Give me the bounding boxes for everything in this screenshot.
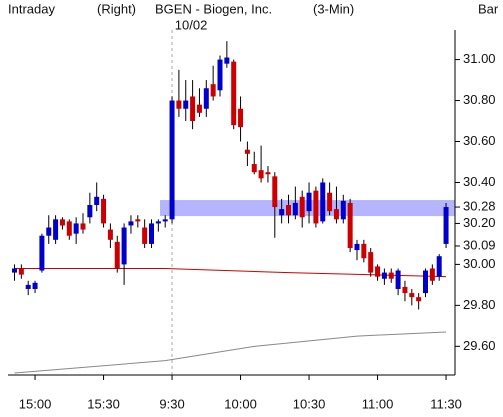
candle-body bbox=[416, 297, 422, 302]
candle-body bbox=[368, 252, 374, 273]
header-text: Bar bbox=[478, 1, 499, 16]
candle-body bbox=[142, 227, 148, 244]
x-tick-label: 9:30 bbox=[159, 396, 184, 411]
candle-body bbox=[107, 229, 113, 240]
candle-body bbox=[231, 61, 237, 126]
candle-body bbox=[361, 243, 367, 259]
y-tick-label: 31.00 bbox=[463, 51, 496, 66]
y-tick-label: 30.60 bbox=[463, 133, 496, 148]
candle-body bbox=[313, 190, 319, 224]
candle-body bbox=[183, 100, 189, 109]
x-tick-label: 10:30 bbox=[293, 396, 326, 411]
candle-body bbox=[135, 219, 141, 222]
candle-body bbox=[299, 196, 305, 218]
candle-body bbox=[94, 196, 100, 205]
candle-body bbox=[80, 223, 86, 230]
y-tick-label: 30.40 bbox=[463, 174, 496, 189]
overlay-line bbox=[14, 331, 447, 374]
candle-body bbox=[258, 170, 264, 179]
candle-body bbox=[210, 84, 216, 97]
candle-body bbox=[244, 149, 250, 154]
candle-body bbox=[286, 205, 291, 216]
y-tick-label: 29.80 bbox=[463, 297, 496, 312]
candle-body bbox=[155, 221, 161, 224]
candle-body bbox=[333, 209, 339, 220]
candle-body bbox=[238, 108, 244, 128]
candle-body bbox=[347, 202, 353, 249]
candle-body bbox=[128, 221, 134, 226]
x-tick-label: 11:00 bbox=[362, 396, 394, 411]
candle-body bbox=[306, 192, 312, 212]
candle-body bbox=[121, 227, 127, 265]
candle-body bbox=[272, 176, 278, 208]
candle-body bbox=[429, 268, 435, 281]
header-text: BGEN - Biogen, Inc. bbox=[155, 1, 272, 16]
candle-body bbox=[443, 207, 449, 244]
day-break-label: 10/02 bbox=[175, 17, 208, 32]
candle-body bbox=[381, 272, 387, 279]
candle-body bbox=[114, 241, 120, 269]
candle-body bbox=[409, 293, 415, 298]
candle-body bbox=[279, 209, 285, 216]
candle-body bbox=[32, 282, 38, 289]
x-tick-label: 11:30 bbox=[430, 396, 462, 411]
overlay-line bbox=[14, 267, 447, 278]
candle-body bbox=[292, 202, 298, 216]
header-text: (3-Min) bbox=[313, 1, 354, 16]
candle-body bbox=[162, 219, 168, 222]
candle-body bbox=[327, 192, 333, 212]
x-tick-label: 10:00 bbox=[224, 396, 257, 411]
price-label: 30.28 bbox=[463, 198, 496, 213]
candle-body bbox=[25, 284, 31, 289]
candle-body bbox=[53, 219, 59, 240]
candle-body bbox=[196, 104, 202, 113]
candle-body bbox=[203, 88, 209, 109]
candle-body bbox=[354, 243, 360, 251]
candle-body bbox=[46, 227, 52, 236]
x-tick-label: 15:00 bbox=[19, 396, 52, 411]
candle-body bbox=[423, 270, 428, 294]
candle-body bbox=[265, 172, 271, 175]
candle-body bbox=[375, 266, 381, 277]
candle-body bbox=[101, 198, 107, 224]
candle-body bbox=[18, 268, 24, 275]
candle-body bbox=[340, 200, 346, 220]
header-text: Intraday bbox=[8, 1, 55, 16]
candle-body bbox=[66, 221, 72, 236]
y-tick-label: 30.00 bbox=[463, 256, 496, 271]
candle-body bbox=[395, 270, 401, 289]
candle-body bbox=[388, 272, 394, 279]
candle-body bbox=[251, 164, 257, 173]
candle-body bbox=[12, 268, 17, 273]
y-tick-label: 29.60 bbox=[463, 338, 496, 353]
candle-body bbox=[169, 100, 175, 220]
candle-body bbox=[190, 96, 196, 122]
y-tick-label: 30.80 bbox=[463, 92, 496, 107]
candle-body bbox=[59, 219, 65, 226]
candle-body bbox=[73, 223, 79, 234]
candle-body bbox=[149, 223, 154, 244]
candle-body bbox=[320, 182, 326, 222]
candle-body bbox=[176, 100, 182, 109]
x-tick-label: 15:30 bbox=[87, 396, 120, 411]
candle-body bbox=[87, 205, 93, 218]
candle-body bbox=[224, 57, 230, 64]
header-text: (Right) bbox=[97, 1, 136, 16]
candle-body bbox=[436, 256, 442, 277]
candle-body bbox=[402, 286, 408, 294]
candle-body bbox=[217, 59, 223, 91]
y-tick-label: 30.20 bbox=[463, 215, 496, 230]
price-label: 30.09 bbox=[463, 237, 496, 252]
candle-body bbox=[39, 235, 45, 271]
